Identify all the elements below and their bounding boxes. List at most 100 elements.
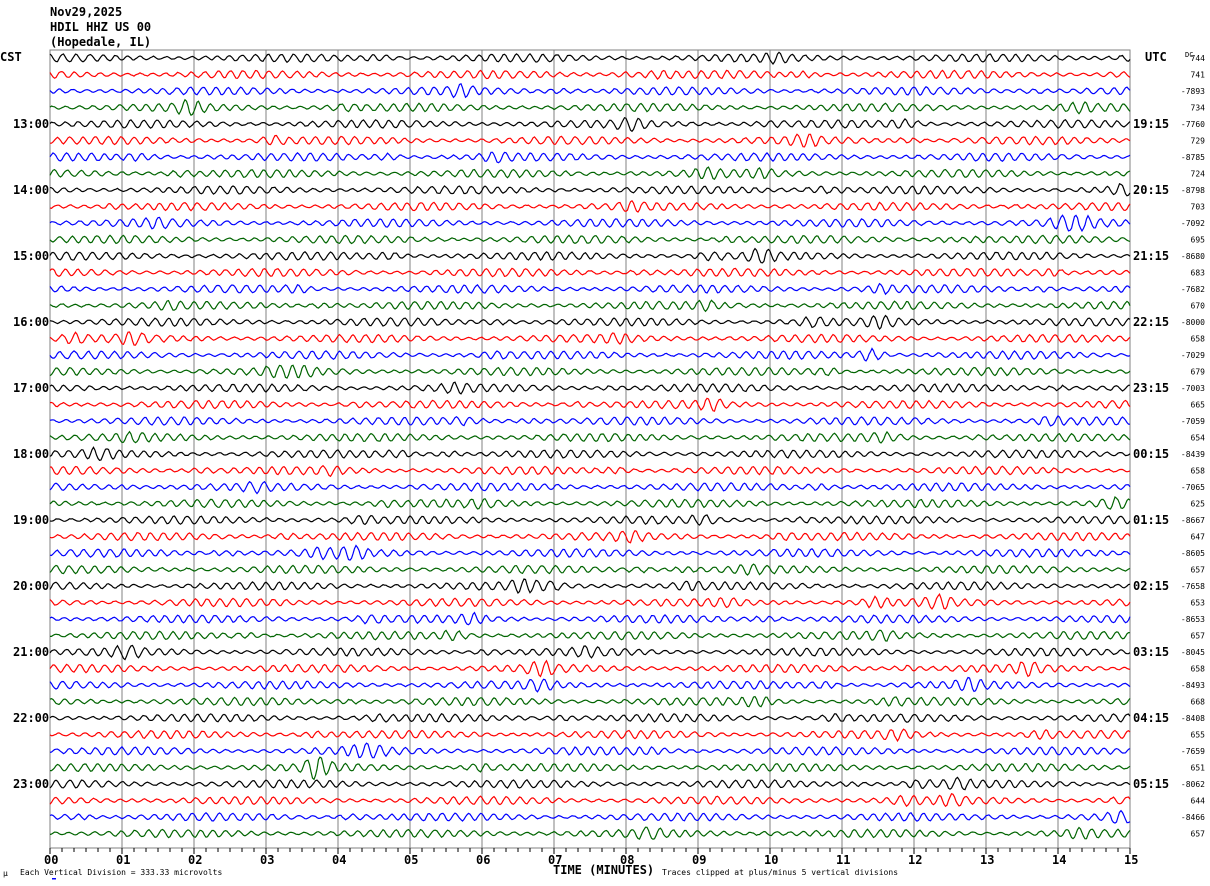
dc-offset: -7760 (1181, 120, 1205, 129)
dc-label: DC (1185, 51, 1193, 59)
cst-hour-label: 14:00 (13, 183, 49, 197)
trace-row-20 (49, 381, 1131, 395)
cst-hour-label: 20:00 (13, 579, 49, 593)
trace-row-15 (49, 299, 1131, 313)
dc-offset: 657 (1191, 632, 1206, 641)
trace-row-25 (49, 464, 1131, 478)
trace-row-0 (49, 51, 1131, 65)
dc-offset: 724 (1191, 170, 1206, 179)
trace-row-28 (49, 514, 1131, 526)
x-tick-label: 10 (764, 853, 778, 867)
trace-row-18 (49, 347, 1131, 362)
x-tick-label: 09 (692, 853, 706, 867)
trace-row-17 (49, 331, 1131, 346)
dc-offset: -8045 (1181, 648, 1205, 657)
utc-hour-label: 22:15 (1133, 315, 1169, 329)
dc-offset: -8605 (1181, 549, 1205, 558)
dc-offset: 625 (1191, 500, 1206, 509)
trace-row-26 (49, 480, 1131, 495)
trace-row-40 (49, 713, 1131, 723)
dc-offset: -8667 (1181, 516, 1205, 525)
cst-hour-label: 22:00 (13, 711, 49, 725)
location-title: (Hopedale, IL) (50, 35, 151, 49)
x-tick-label: 05 (404, 853, 418, 867)
x-tick-label: 07 (548, 853, 562, 867)
cst-hour-label: 19:00 (13, 513, 49, 527)
x-tick-label: 00 (44, 853, 58, 867)
dc-offset: 683 (1191, 269, 1206, 278)
dc-offset: 679 (1191, 368, 1206, 377)
utc-hour-label: 04:15 (1133, 711, 1169, 725)
utc-hour-label: 19:15 (1133, 117, 1169, 131)
trace-row-1 (49, 69, 1131, 81)
dc-offset: -8408 (1181, 714, 1205, 723)
trace-row-7 (49, 166, 1131, 180)
trace-row-21 (49, 397, 1131, 412)
scale-note: Each Vertical Division = 333.33 microvol… (20, 868, 222, 877)
utc-hour-label: 05:15 (1133, 777, 1169, 791)
trace-row-39 (49, 695, 1131, 708)
trace-row-5 (50, 133, 1131, 148)
dc-offset: 729 (1191, 137, 1206, 146)
trace-row-9 (49, 199, 1131, 213)
trace-row-19 (49, 364, 1131, 379)
utc-label: UTC (1145, 50, 1167, 64)
utc-hour-label: 23:15 (1133, 381, 1169, 395)
trace-row-45 (49, 793, 1131, 808)
dc-offset: 653 (1191, 599, 1206, 608)
station-title: HDIL HHZ US 00 (50, 20, 151, 34)
trace-row-2 (49, 83, 1131, 99)
trace-row-38 (49, 676, 1131, 693)
dc-offset: 741 (1191, 71, 1206, 80)
x-axis-title: TIME (MINUTES) (553, 863, 654, 877)
dc-offset: 658 (1191, 467, 1206, 476)
trace-row-35 (50, 629, 1131, 642)
cst-hour-label: 17:00 (13, 381, 49, 395)
x-tick-label: 08 (620, 853, 634, 867)
dc-offset: -8062 (1181, 780, 1205, 789)
trace-row-42 (49, 742, 1131, 759)
trace-row-36 (49, 644, 1131, 661)
cst-hour-label: 23:00 (13, 777, 49, 791)
x-tick-label: 14 (1052, 853, 1066, 867)
dc-offset: 647 (1191, 533, 1206, 542)
dc-offset: 644 (1191, 797, 1206, 806)
trace-row-32 (49, 578, 1131, 594)
trace-row-14 (49, 282, 1131, 296)
utc-hour-label: 02:15 (1133, 579, 1169, 593)
x-tick-label: 02 (188, 853, 202, 867)
dc-offset: -7659 (1181, 747, 1205, 756)
dc-offset: 734 (1191, 104, 1206, 113)
trace-row-47 (49, 826, 1131, 840)
cst-hour-label: 15:00 (13, 249, 49, 263)
dc-offset: -8493 (1181, 681, 1205, 690)
dc-offset: -7658 (1181, 582, 1205, 591)
trace-row-33 (49, 593, 1131, 610)
dc-offset: -7092 (1181, 219, 1205, 228)
dc-offset: -8466 (1181, 813, 1205, 822)
clip-note: Traces clipped at plus/minus 5 vertical … (662, 868, 898, 877)
dc-offset: 658 (1191, 665, 1206, 674)
dc-offset: 654 (1191, 434, 1206, 443)
dc-offset: -7059 (1181, 417, 1205, 426)
trace-row-11 (49, 234, 1131, 245)
trace-row-4 (49, 116, 1131, 133)
utc-hour-label: 03:15 (1133, 645, 1169, 659)
utc-hour-label: 20:15 (1133, 183, 1169, 197)
trace-row-10 (49, 214, 1131, 233)
dc-offset: 665 (1191, 401, 1206, 410)
dc-offset: -7065 (1181, 483, 1205, 492)
x-tick-label: 06 (476, 853, 490, 867)
dc-offset: -7893 (1181, 87, 1205, 96)
x-tick-label: 03 (260, 853, 274, 867)
trace-row-46 (49, 809, 1131, 824)
dc-offset: -8798 (1181, 186, 1205, 195)
trace-row-3 (49, 98, 1131, 117)
dc-offset: -7003 (1181, 384, 1205, 393)
x-tick-label: 11 (836, 853, 850, 867)
dc-offset: 651 (1191, 764, 1206, 773)
dc-offset: -7029 (1181, 351, 1205, 360)
scale-marker (52, 878, 56, 880)
trace-row-22 (49, 415, 1130, 427)
dc-offset: 670 (1191, 302, 1206, 311)
